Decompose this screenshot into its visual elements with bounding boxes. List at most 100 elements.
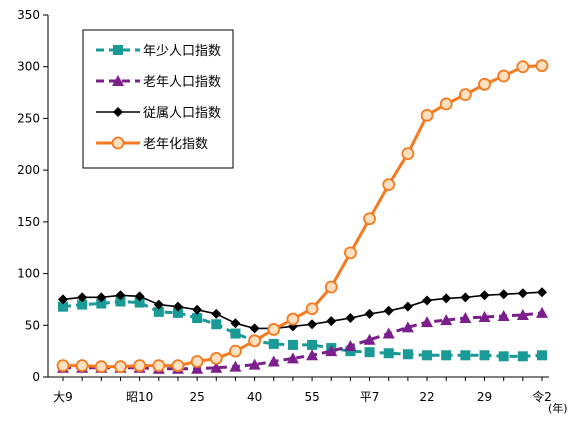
- data-point-marker: [267, 323, 281, 336]
- data-point-marker: [479, 350, 490, 361]
- data-point-marker: [114, 360, 127, 374]
- data-point-marker: [479, 290, 490, 301]
- data-point-marker: [191, 362, 204, 374]
- data-point-marker: [286, 352, 299, 364]
- data-point-marker: [516, 60, 530, 74]
- data-point-marker: [230, 328, 241, 339]
- data-point-marker: [111, 136, 125, 150]
- data-point-marker: [75, 359, 89, 373]
- x-tick-label: 29: [477, 390, 492, 404]
- data-point-marker: [343, 246, 357, 260]
- data-point-marker: [209, 351, 223, 365]
- data-point-marker: [363, 212, 376, 226]
- y-tick-label: 200: [17, 163, 40, 177]
- data-point-marker: [364, 347, 375, 358]
- data-point-marker: [478, 311, 491, 323]
- series-4: [56, 59, 549, 374]
- data-point-marker: [421, 316, 434, 328]
- series-line: [62, 299, 543, 358]
- data-point-marker: [497, 309, 510, 321]
- data-point-marker: [96, 292, 107, 303]
- data-point-marker: [439, 97, 453, 111]
- data-point-marker: [192, 304, 203, 315]
- x-tick-label: 22: [419, 390, 434, 404]
- data-point-marker: [192, 313, 203, 324]
- x-tick-label: 大9: [53, 390, 73, 404]
- data-point-marker: [56, 359, 70, 373]
- data-point-marker: [364, 308, 375, 319]
- y-tick-label: 0: [32, 370, 40, 384]
- y-tick-label: 150: [17, 215, 40, 229]
- y-tick-label: 250: [17, 111, 40, 125]
- x-unit-label: (年): [548, 401, 568, 415]
- data-point-marker: [401, 147, 415, 160]
- data-point-marker: [307, 319, 318, 330]
- data-point-marker: [401, 321, 414, 333]
- data-point-marker: [249, 323, 260, 334]
- data-point-marker: [382, 178, 396, 192]
- data-point-marker: [306, 349, 319, 361]
- data-point-marker: [134, 297, 145, 308]
- data-point-marker: [190, 355, 204, 368]
- series-3: [58, 287, 547, 334]
- data-point-marker: [535, 59, 549, 73]
- legend-entry: 老年人口指数: [96, 75, 221, 90]
- legend-entry: 従属人口指数: [96, 106, 221, 121]
- data-point-marker: [459, 312, 472, 324]
- data-point-marker: [171, 359, 185, 373]
- data-point-marker: [536, 306, 548, 318]
- data-point-marker: [498, 289, 509, 300]
- data-point-marker: [287, 339, 298, 350]
- data-point-marker: [326, 316, 337, 327]
- data-point-marker: [113, 107, 123, 117]
- data-point-marker: [460, 292, 471, 303]
- data-point-marker: [307, 339, 318, 350]
- x-tick-label: 平7: [360, 390, 380, 404]
- y-tick-label: 50: [25, 318, 40, 332]
- x-ticks: 大9 昭10 25 40 55 平7 22 29 令2: [53, 377, 552, 404]
- data-point-marker: [112, 75, 124, 86]
- data-point-marker: [77, 299, 88, 310]
- data-point-marker: [344, 339, 357, 351]
- legend-entry: 年少人口指数: [96, 44, 221, 59]
- data-point-marker: [537, 287, 547, 298]
- y-ticks: 0 50 100 150 200 250 300 350: [17, 8, 48, 384]
- data-point-marker: [441, 350, 452, 361]
- data-point-marker: [230, 318, 241, 329]
- y-tick-label: 350: [17, 8, 40, 22]
- data-point-marker: [402, 301, 413, 312]
- x-tick-label: 55: [304, 390, 319, 404]
- data-point-marker: [537, 350, 547, 361]
- legend-entry: 老年化指数: [96, 136, 208, 152]
- series-layer: [56, 59, 549, 374]
- data-point-marker: [58, 301, 68, 312]
- data-point-marker: [458, 88, 472, 102]
- legend-box: [82, 29, 234, 169]
- data-point-marker: [325, 345, 338, 357]
- legend-label: 老年化指数: [143, 137, 208, 152]
- data-point-marker: [229, 360, 242, 372]
- data-point-marker: [517, 288, 528, 299]
- data-point-marker: [211, 319, 222, 330]
- data-point-marker: [77, 292, 88, 303]
- data-point-marker: [96, 298, 107, 309]
- data-point-marker: [134, 291, 145, 302]
- data-point-marker: [152, 359, 166, 373]
- legend-label: 従属人口指数: [143, 106, 221, 121]
- data-point-marker: [441, 293, 452, 304]
- data-point-marker: [382, 327, 395, 339]
- data-point-marker: [516, 308, 529, 320]
- data-point-marker: [210, 361, 223, 373]
- data-point-marker: [153, 306, 164, 317]
- data-point-marker: [58, 294, 68, 305]
- data-point-marker: [497, 69, 511, 83]
- data-point-marker: [498, 351, 509, 362]
- y-tick-label: 100: [17, 267, 40, 281]
- data-point-marker: [383, 348, 394, 359]
- data-point-marker: [305, 302, 319, 316]
- data-point-marker: [422, 350, 433, 361]
- data-point-marker: [517, 351, 528, 362]
- data-point-marker: [94, 360, 108, 374]
- series-2: [57, 306, 548, 374]
